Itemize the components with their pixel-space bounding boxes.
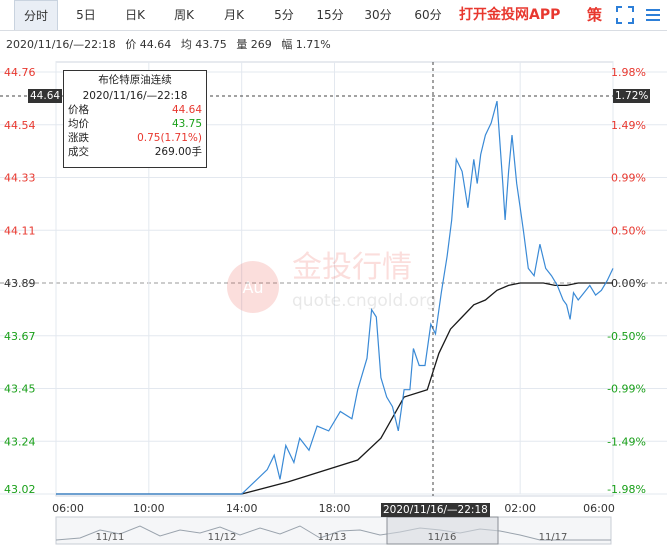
x-tick-label: 14:00 [226,502,258,515]
y-tick-right: -1.49% [607,435,646,448]
tab-monthly-k[interactable]: 月K [224,8,244,22]
svg-text:11/13: 11/13 [318,532,347,543]
navigator-label-1111: 11/11 [96,532,125,543]
open-app-link[interactable]: 打开金投网APP [459,7,561,23]
series-avg-line [56,282,613,495]
y-tick-left: 44.54 [4,119,36,132]
svg-text:11/12: 11/12 [208,532,237,543]
period-tabbar: 分时 5日 日K 周K 月K 5分 15分 30分 60分 打开金投网APP 策 [0,0,667,31]
watermark: Au 金投行情 quote.cngold.org [227,250,437,313]
watermark-logo-icon [227,261,279,313]
crosshair-time-tag: 2020/11/16/—22:18 [381,503,490,517]
y-tick-left: 43.24 [4,435,36,448]
info-time: 2020/11/16/—22:18 [6,38,116,51]
info-volume: 量 269 [236,38,272,51]
tooltip-row-avg: 均价 43.75 [68,118,202,130]
y-tick-left: 44.33 [4,172,36,185]
price-tooltip: 布伦特原油连续 2020/11/16/—22:18 价格 44.64 均价 43.7… [63,70,207,168]
y-tick-left: 43.89 [4,277,36,290]
y-axis-left: 44.76 44.54 44.33 44.11 43.89 43.67 43.45 43.24… [4,66,36,496]
x-tick-label: 06:00 [52,502,84,515]
info-price: 价 44.64 [125,38,172,51]
y-tick-right: -0.50% [607,330,646,343]
watermark-logo-text: Au [242,278,263,297]
tooltip-title: 布伦特原油连续 [98,74,172,86]
tab-30min[interactable]: 30分 [364,8,392,22]
tab-daily-k[interactable]: 日K [125,8,145,22]
menu-icon[interactable] [643,5,663,25]
navigator-label-1112: 11/12 [208,532,237,543]
y-tick-left: 43.67 [4,330,36,343]
tooltip-time: 2020/11/16/—22:18 [82,90,188,102]
y-tick-left: 43.45 [4,383,36,396]
tooltip-row-price: 价格 44.64 [68,104,202,116]
tooltip-row-change: 涨跌 0.75(1.71%) [68,132,202,144]
navigator: 11/11 11/12 11/13 11/16 11/17 [55,516,612,545]
fullscreen-icon[interactable] [615,5,635,25]
info-amplitude: 幅 1.71% [281,38,331,51]
y-tick-left: 44.11 [4,224,36,237]
tab-5day[interactable]: 5日 [76,8,96,22]
crosshair-price-tag: 44.64 [28,89,63,103]
x-tick-label: 02:00 [504,502,536,515]
series-price-line [56,100,614,495]
y-tick-right: 1.98% [611,66,646,79]
x-axis: 06:00 10:00 14:00 18:00 02:00 06:00 [52,502,615,515]
x-tick-label: 18:00 [319,502,351,515]
x-tick-label: 10:00 [133,502,165,515]
navigator-label-1117: 11/17 [539,532,568,543]
y-tick-right: -1.98% [607,483,646,496]
svg-text:11/11: 11/11 [96,532,125,543]
svg-text:11/17: 11/17 [539,532,568,543]
y-tick-left: 44.76 [4,66,36,79]
info-avg: 均 43.75 [180,38,227,51]
tab-15min[interactable]: 15分 [316,8,344,22]
tooltip-row-volume: 成交 269.00手 [68,146,202,158]
y-tick-right: -0.99% [607,383,646,396]
tab-60min[interactable]: 60分 [414,8,442,22]
y-tick-right: 0.99% [611,172,646,185]
tab-weekly-k[interactable]: 周K [174,8,194,22]
quote-infobar: 2020/11/16/—22:18 价 44.64 均 43.75 量 269 … [6,36,337,52]
y-tick-left: 43.02 [4,483,36,496]
strategy-button[interactable]: 策 [587,6,603,24]
crosshair-pct-tag: 1.72% [613,89,651,103]
x-tick-label: 06:00 [583,502,615,515]
tab-5min[interactable]: 5分 [274,8,294,22]
navigator-label-1113: 11/13 [318,532,347,543]
navigator-label-1116: 11/16 [428,532,457,543]
watermark-url: quote.cngold.org [292,291,437,311]
svg-text:11/16: 11/16 [428,532,457,543]
y-tick-right: 0.00% [611,277,646,290]
tab-intraday[interactable]: 分时 [14,0,58,30]
y-tick-right: 0.50% [611,224,646,237]
y-axis-right: 1.98% 1.49% 0.99% 0.50% 0.00% -0.50% -0.99% -1.… [607,66,646,496]
y-tick-right: 1.49% [611,119,646,132]
watermark-brand: 金投行情 [292,250,412,285]
